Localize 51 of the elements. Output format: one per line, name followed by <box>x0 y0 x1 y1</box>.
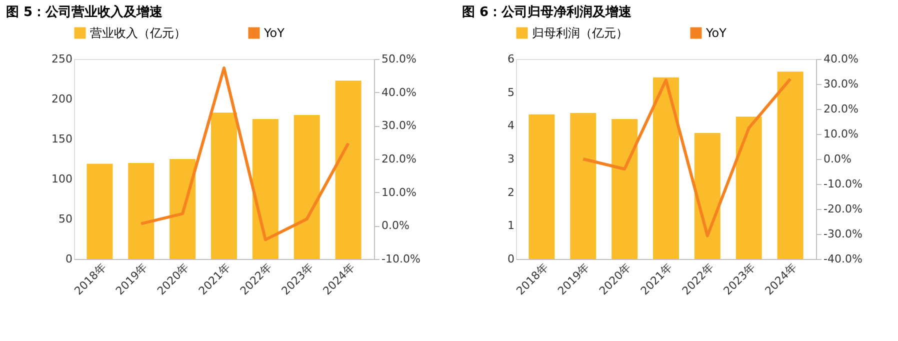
y2-tick-label: 0.0% <box>824 152 852 166</box>
legend-label: 营业收入（亿元） <box>90 26 186 40</box>
y2-tick-label: 10.0% <box>382 186 416 199</box>
bar <box>653 77 679 259</box>
y-tick-label: 200 <box>52 92 72 106</box>
y-tick-label: 3 <box>508 152 514 166</box>
y-tick-label: 5 <box>508 86 514 99</box>
bar <box>612 119 638 259</box>
y-tick-label: 1 <box>508 219 514 232</box>
legend-label: 归母利润（亿元） <box>532 26 628 40</box>
bar <box>294 115 320 259</box>
y-tick-label: 150 <box>52 132 72 146</box>
y2-tick-label: -20.0% <box>824 202 862 216</box>
y-tick-label: 100 <box>52 172 72 186</box>
bar <box>335 80 362 259</box>
chart-title: 图 5：公司营业收入及增速 <box>6 4 164 20</box>
y-tick-label: 6 <box>508 52 514 66</box>
y2-tick-label: 30.0% <box>382 119 416 132</box>
y2-tick-label: 40.0% <box>824 52 858 66</box>
y-tick-label: 0 <box>508 252 514 266</box>
chart-title: 图 6：公司归母净利润及增速 <box>462 4 633 20</box>
y2-tick-label: -10.0% <box>824 178 862 190</box>
y2-tick-label: 20.0% <box>824 102 858 116</box>
y-tick-label: 2 <box>508 186 514 199</box>
legend-label: YoY <box>263 26 286 40</box>
bar <box>694 133 720 259</box>
bar <box>170 159 196 259</box>
line-series <box>582 78 792 238</box>
bar <box>777 72 804 259</box>
y2-tick-label: 20.0% <box>382 152 416 166</box>
bar <box>252 119 278 259</box>
y-tick-label: 0 <box>66 252 72 266</box>
y-tick-label: 4 <box>508 119 514 132</box>
bar <box>86 164 113 259</box>
y2-tick-label: -30.0% <box>824 228 862 240</box>
bar <box>211 112 237 259</box>
y2-tick-label: 30.0% <box>824 78 858 90</box>
bar <box>528 114 555 259</box>
y-tick-label: 250 <box>52 52 72 66</box>
y2-tick-label: -40.0% <box>824 252 862 266</box>
y2-tick-label: -10.0% <box>382 252 420 266</box>
bar <box>736 116 762 259</box>
y2-tick-label: 0.0% <box>382 219 410 232</box>
bar <box>128 163 154 259</box>
y2-tick-label: 50.0% <box>382 52 416 66</box>
y2-tick-label: 40.0% <box>382 86 416 99</box>
legend-label: YoY <box>705 26 728 40</box>
line-series <box>140 66 350 242</box>
bar <box>570 113 596 259</box>
y-tick-label: 50 <box>58 212 72 226</box>
y2-tick-label: 10.0% <box>824 128 858 140</box>
